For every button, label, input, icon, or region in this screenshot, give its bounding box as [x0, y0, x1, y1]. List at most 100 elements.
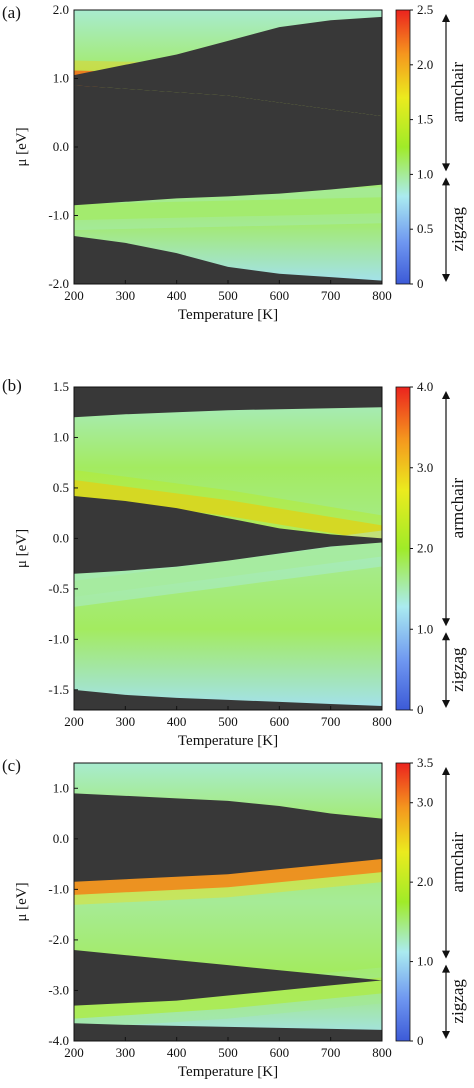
heatmap-band-halo — [74, 469, 382, 552]
zigzag-arrow-head-down — [442, 700, 450, 708]
y-tick-label: 0.0 — [53, 831, 69, 846]
x-tick-label: 400 — [167, 288, 187, 303]
x-tick-label: 200 — [64, 288, 84, 303]
gap-region — [74, 496, 382, 574]
zigzag-arrow-head-up — [442, 632, 450, 641]
zigzag-label: zigzag — [448, 647, 467, 692]
panel-1: 200 300 400 500 600 700 800 Temperature [K] 1.5 1… — [2, 376, 467, 749]
zigzag-label: zigzag — [448, 207, 467, 252]
y-tick-label: -3.0 — [48, 982, 69, 997]
armchair-label: armchair — [448, 832, 467, 893]
x-tick-label: 800 — [372, 288, 392, 303]
colorbar-tick-label: 0 — [417, 1033, 424, 1048]
colorbar-tick-label: 3.5 — [417, 755, 433, 770]
colorbar-tick-label: 3.0 — [417, 795, 433, 810]
colorbar-tick-label: 2.0 — [417, 541, 433, 556]
gap-region — [74, 85, 382, 206]
x-tick-label: 200 — [64, 714, 84, 729]
plot-area — [74, 763, 382, 1041]
x-tick-label: 700 — [321, 1045, 341, 1060]
x-tick-label: 700 — [321, 288, 341, 303]
y-tick-label: -1.0 — [48, 208, 69, 223]
colorbar-tick-label: 1.0 — [417, 166, 433, 181]
x-tick-label: 700 — [321, 714, 341, 729]
y-axis-label: μ [eV] — [14, 127, 30, 166]
y-tick-label: 1.0 — [53, 780, 69, 795]
y-tick-label: 1.0 — [53, 429, 69, 444]
x-tick-label: 400 — [167, 714, 187, 729]
colorbar-tick-label: 0 — [417, 702, 424, 717]
gap-region — [74, 16, 382, 117]
colorbar-tick-label: 1.5 — [417, 112, 433, 127]
plot-area — [74, 10, 382, 284]
gap-region — [74, 387, 382, 418]
armchair-label: armchair — [448, 62, 467, 123]
x-tick-label: 600 — [270, 1045, 290, 1060]
panel-2: 200 300 400 500 600 700 800 Temperature [K] 1.0 0… — [2, 755, 467, 1080]
gap-region — [74, 1023, 382, 1041]
y-tick-label: -1.5 — [48, 682, 69, 697]
colorbar-tick-label: 2.5 — [417, 2, 433, 17]
y-tick-label: -1.0 — [48, 631, 69, 646]
armchair-arrow-head-up — [442, 391, 450, 399]
y-axis-label: μ [eV] — [14, 882, 30, 921]
y-tick-label: 2.0 — [53, 2, 69, 17]
x-tick-label: 200 — [64, 1045, 84, 1060]
x-tick-label: 600 — [270, 288, 290, 303]
panel-0: 200 300 400 500 600 700 800 Temperature [K] 2.0 1… — [2, 2, 467, 323]
x-tick-label: 400 — [167, 1045, 187, 1060]
armchair-arrow-head-down — [442, 950, 450, 959]
gap-region — [74, 236, 382, 284]
gap-region — [74, 950, 382, 1006]
x-tick-label: 500 — [218, 1045, 238, 1060]
gap-region — [74, 689, 382, 710]
y-tick-label: -2.0 — [48, 276, 69, 291]
x-tick-label: 300 — [116, 288, 136, 303]
x-axis-label: Temperature [K] — [178, 1064, 278, 1080]
x-axis-label: Temperature [K] — [178, 733, 278, 749]
colorbar-tick-label: 0 — [417, 276, 424, 291]
zigzag-label: zigzag — [448, 979, 467, 1024]
zigzag-arrow-head-down — [442, 274, 450, 282]
x-tick-label: 300 — [116, 714, 136, 729]
x-tick-label: 600 — [270, 714, 290, 729]
x-tick-label: 500 — [218, 288, 238, 303]
zigzag-arrow-head-down — [442, 1031, 450, 1039]
colorbar-tick-label: 2.0 — [417, 874, 433, 889]
armchair-arrow-head-down — [442, 163, 450, 172]
colorbar — [395, 386, 411, 711]
gap-region — [74, 793, 382, 882]
panel-label: (c) — [2, 756, 21, 775]
x-axis-label: Temperature [K] — [178, 307, 278, 323]
colorbar-tick-label: 4.0 — [417, 379, 433, 394]
y-tick-label: -0.5 — [48, 581, 69, 596]
colorbar-tick-label: 3.0 — [417, 460, 433, 475]
y-tick-label: 0.5 — [53, 480, 69, 495]
colorbar-tick-label: 1.0 — [417, 621, 433, 636]
panel-label: (a) — [2, 3, 21, 22]
y-tick-label: -2.0 — [48, 932, 69, 947]
x-tick-label: 500 — [218, 714, 238, 729]
colorbar-tick-label: 2.0 — [417, 57, 433, 72]
armchair-arrow-head-down — [442, 618, 450, 627]
y-axis-label: μ [eV] — [14, 529, 30, 568]
armchair-arrow-head-up — [442, 767, 450, 775]
colorbar — [395, 9, 411, 285]
y-tick-label: -1.0 — [48, 881, 69, 896]
colorbar — [395, 762, 411, 1042]
armchair-label: armchair — [448, 478, 467, 539]
y-tick-label: 0.0 — [53, 530, 69, 545]
heatmap-band — [74, 197, 382, 221]
zigzag-arrow-head-up — [442, 964, 450, 973]
x-tick-label: 800 — [372, 1045, 392, 1060]
armchair-arrow-head-up — [442, 14, 450, 22]
plot-area — [74, 387, 382, 710]
colorbar-tick-label: 1.0 — [417, 954, 433, 969]
y-tick-label: -4.0 — [48, 1033, 69, 1048]
heatmap-band — [74, 479, 382, 542]
zigzag-arrow-head-up — [442, 177, 450, 186]
y-tick-label: 1.5 — [53, 379, 69, 394]
heatmap-band — [74, 540, 382, 597]
y-tick-label: 1.0 — [53, 71, 69, 86]
